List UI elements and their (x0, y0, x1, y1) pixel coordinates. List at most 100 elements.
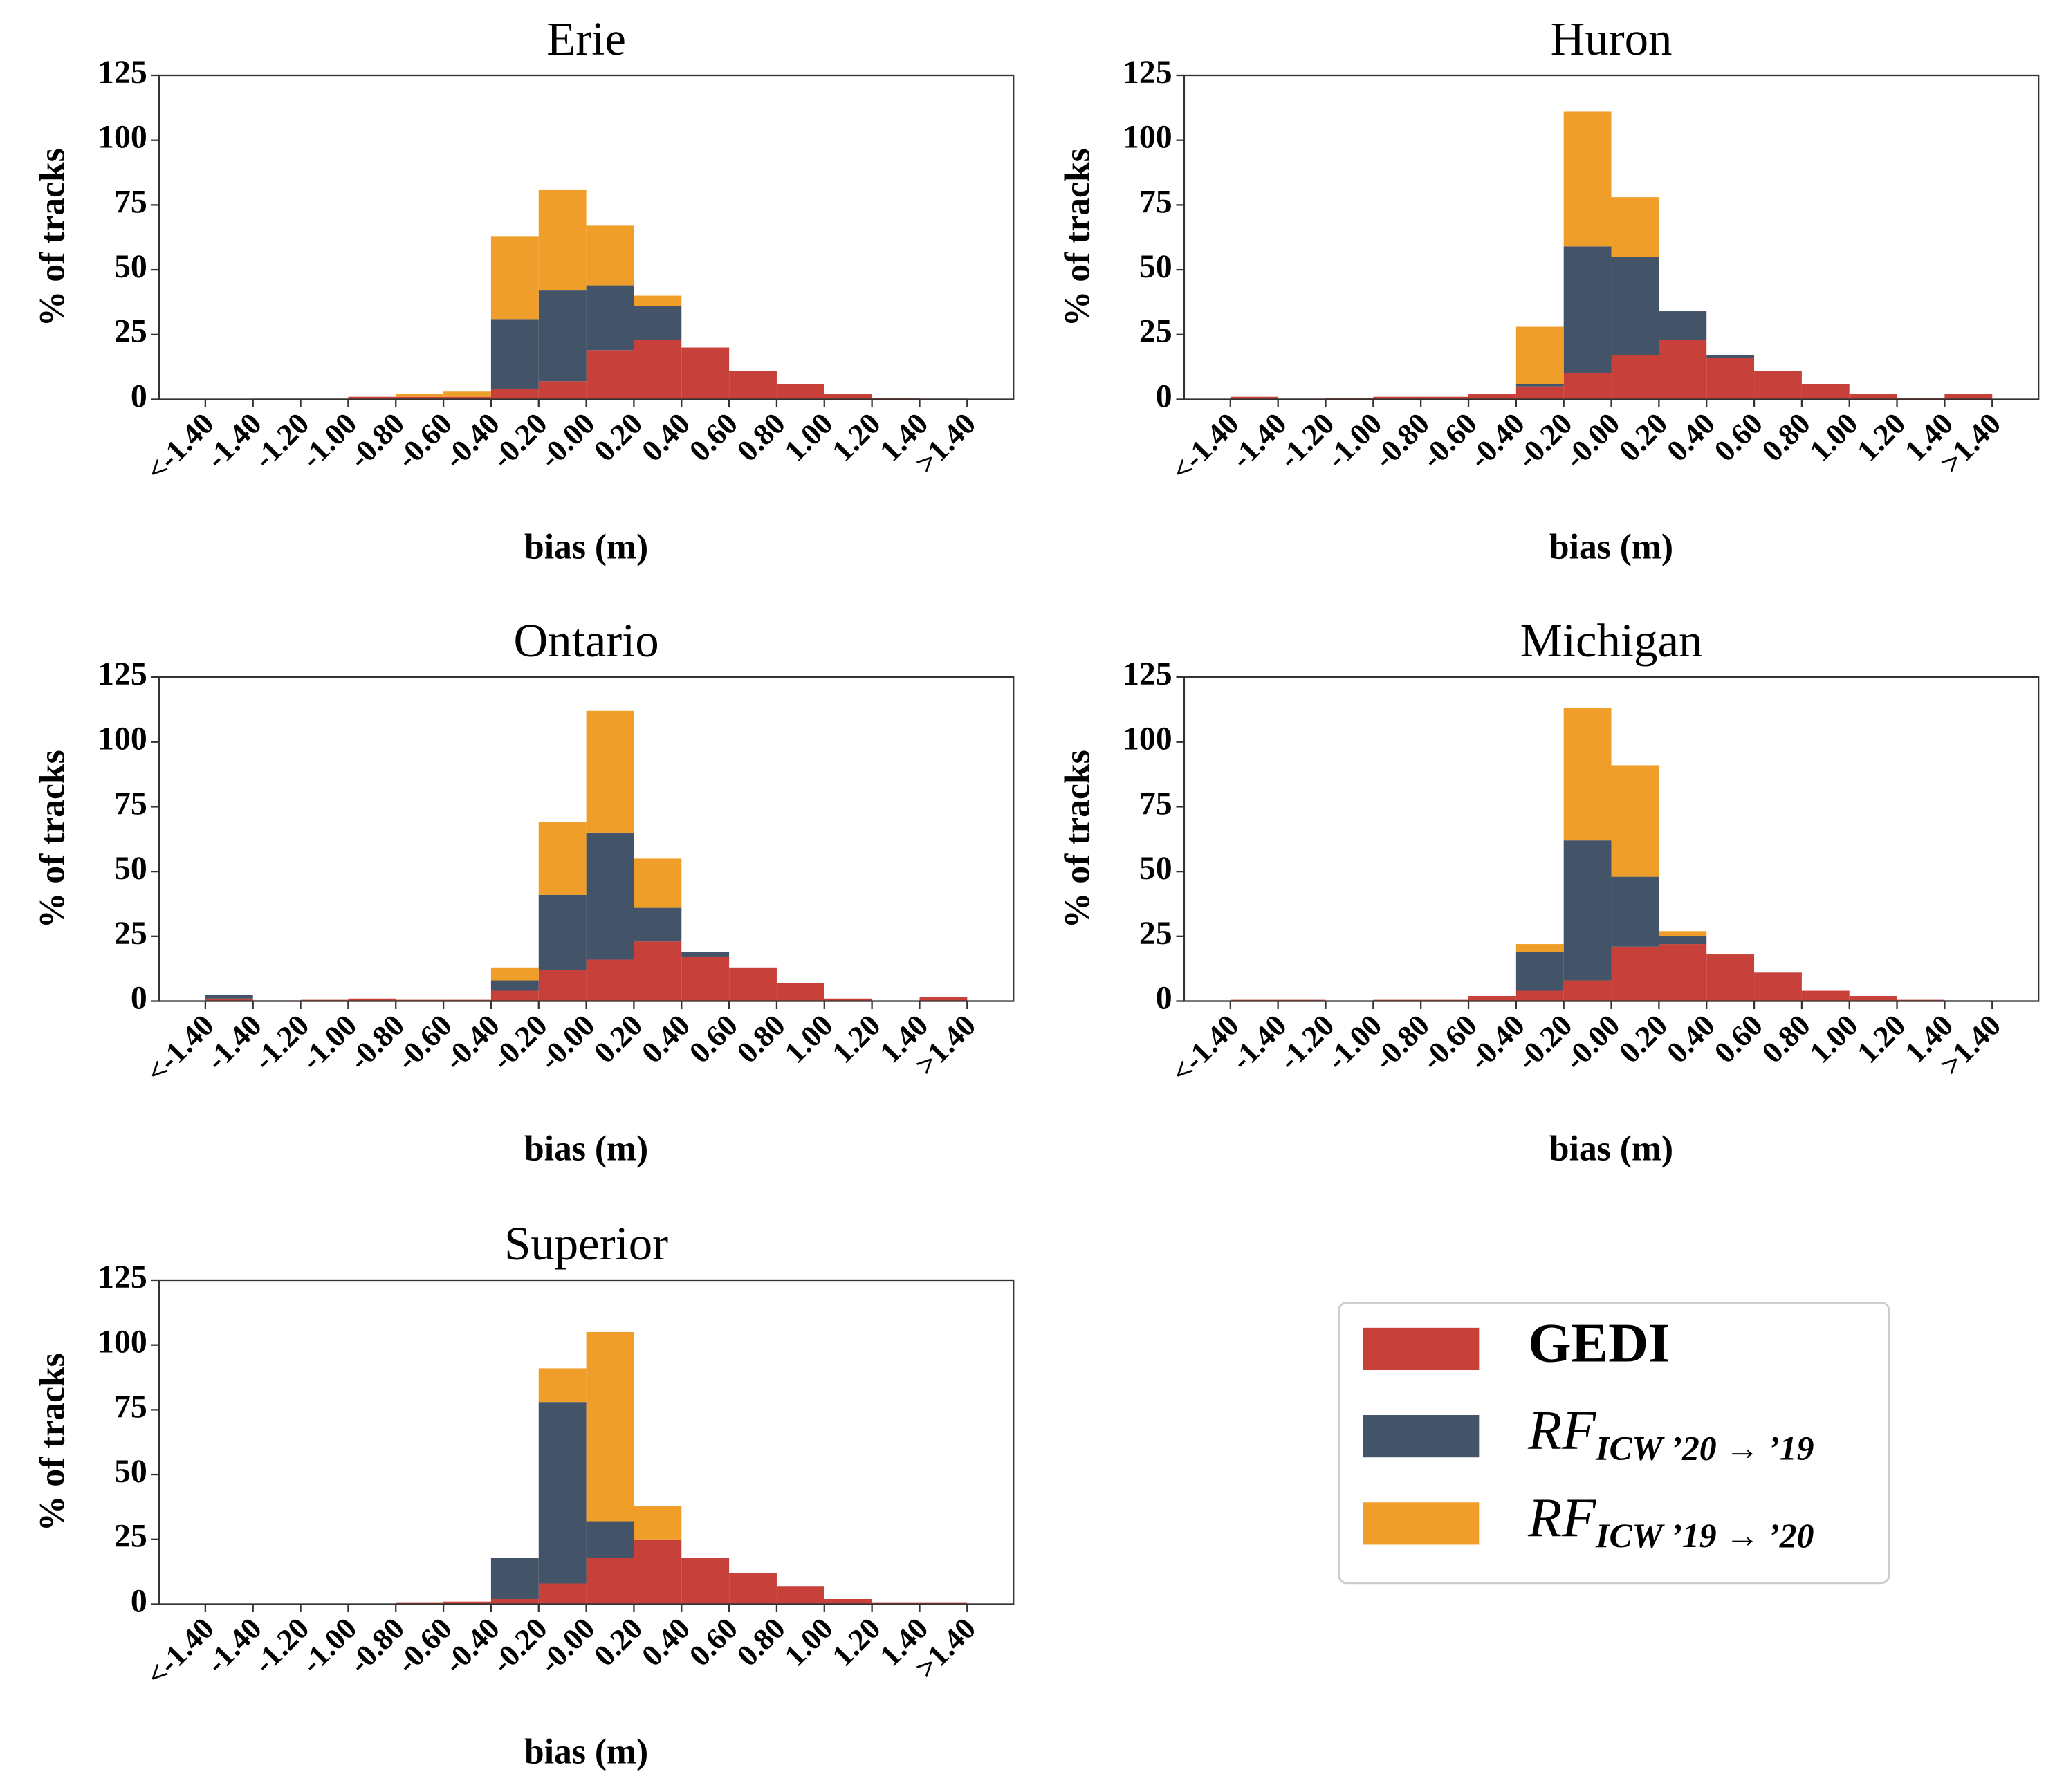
y-tick-label: 75 (114, 1388, 147, 1425)
x-tick-label: 0.20 (587, 1008, 649, 1070)
x-tick-label: 1.20 (825, 407, 887, 468)
bar (586, 1331, 634, 1522)
bar (205, 998, 253, 1001)
x-tick-label: 0.20 (587, 407, 649, 468)
y-tick-label: 100 (98, 1324, 147, 1360)
y-tick-label: 125 (98, 54, 147, 91)
bar (1659, 936, 1707, 945)
y-tick-label: 0 (1156, 979, 1172, 1016)
bar (634, 295, 682, 306)
bar (1801, 383, 1850, 400)
bar (634, 340, 682, 400)
x-tick-label: 0.20 (1612, 407, 1674, 468)
bar (443, 391, 491, 397)
legend-subscript: ICW ’19 → ’20 (1595, 1517, 1814, 1555)
y-tick-label: 0 (1156, 378, 1172, 414)
series (252, 340, 968, 400)
y-tick-label: 75 (114, 785, 147, 822)
chart-title: Ontario (513, 614, 658, 667)
bar (729, 1573, 777, 1605)
x-tick-label: 0.40 (1660, 407, 1722, 468)
y-tick-label: 125 (1123, 656, 1172, 692)
legend-name: GEDI (1528, 1313, 1670, 1374)
series (490, 285, 682, 389)
bar (1754, 972, 1802, 1001)
bar (1563, 980, 1612, 1001)
bar (1563, 840, 1612, 981)
bar (490, 980, 539, 991)
bar (1659, 311, 1707, 340)
y-tick-label: 125 (98, 656, 147, 692)
bar (1515, 326, 1564, 384)
x-tick-label: 0.80 (730, 1611, 792, 1673)
x-axis-label: bias (m) (1549, 527, 1673, 566)
bar (348, 396, 396, 400)
bar (1611, 257, 1659, 355)
bar (586, 1558, 634, 1605)
y-tick-label: 75 (114, 183, 147, 220)
bar (1373, 396, 1421, 400)
bar (1611, 765, 1659, 877)
x-tick-label: 0.60 (683, 1611, 744, 1673)
legend-name: RF (1527, 1400, 1596, 1461)
y-tick-label: 75 (1139, 183, 1172, 220)
bar (586, 832, 634, 960)
x-tick-label: 0.80 (730, 407, 792, 468)
chart-title: Michigan (1520, 614, 1703, 667)
bar (1230, 396, 1278, 400)
x-tick-label: 0.40 (635, 407, 697, 468)
bar (205, 995, 253, 999)
bar (586, 225, 634, 286)
y-axis-label: % of tracks (1058, 148, 1098, 326)
x-tick-label: 0.60 (683, 407, 744, 468)
bar (538, 381, 587, 400)
y-tick-label: 75 (1139, 785, 1172, 822)
bar (1706, 358, 1755, 400)
legend-swatch (1363, 1415, 1480, 1458)
x-tick-label: 0.80 (730, 1008, 792, 1070)
bar (1754, 371, 1802, 400)
x-axis-label: bias (m) (1549, 1129, 1673, 1168)
bar (681, 957, 730, 1001)
bar (396, 396, 444, 400)
bar (443, 1601, 491, 1605)
y-tick-label: 100 (98, 721, 147, 757)
bar (1659, 340, 1707, 400)
y-axis-label: % of tracks (33, 1353, 73, 1531)
y-tick-label: 125 (98, 1259, 147, 1295)
series (490, 1402, 634, 1599)
x-tick-label: 1.00 (778, 407, 840, 468)
bar (1659, 944, 1707, 1001)
bar (1944, 394, 1993, 400)
x-tick-label: 0.20 (587, 1611, 649, 1673)
y-tick-label: 25 (1139, 313, 1172, 350)
bar (538, 1583, 587, 1605)
legend-subscript: ICW ’20 → ’19 (1595, 1430, 1814, 1468)
bar (681, 1558, 730, 1605)
bar (538, 1368, 587, 1403)
bar (824, 394, 872, 400)
legend-swatch (1363, 1502, 1480, 1545)
bar (490, 236, 539, 320)
bar (1421, 396, 1469, 400)
series (1515, 708, 1707, 952)
legend-label: RFICW ’20 → ’19 (1527, 1400, 1814, 1468)
series (490, 710, 682, 981)
bar (1611, 876, 1659, 947)
bar (586, 350, 634, 400)
x-tick-label: 0.60 (683, 1008, 744, 1070)
bar (681, 347, 730, 400)
bar (538, 189, 587, 291)
x-tick-label: 0.20 (1612, 1008, 1674, 1070)
series (538, 1331, 682, 1540)
bar (634, 1506, 682, 1540)
y-tick-label: 50 (114, 850, 147, 887)
bar (729, 967, 777, 1001)
series (396, 189, 682, 397)
x-tick-label: 0.60 (1708, 1008, 1769, 1070)
y-tick-label: 0 (131, 378, 147, 414)
bar (1611, 946, 1659, 1001)
y-tick-label: 50 (114, 1453, 147, 1490)
